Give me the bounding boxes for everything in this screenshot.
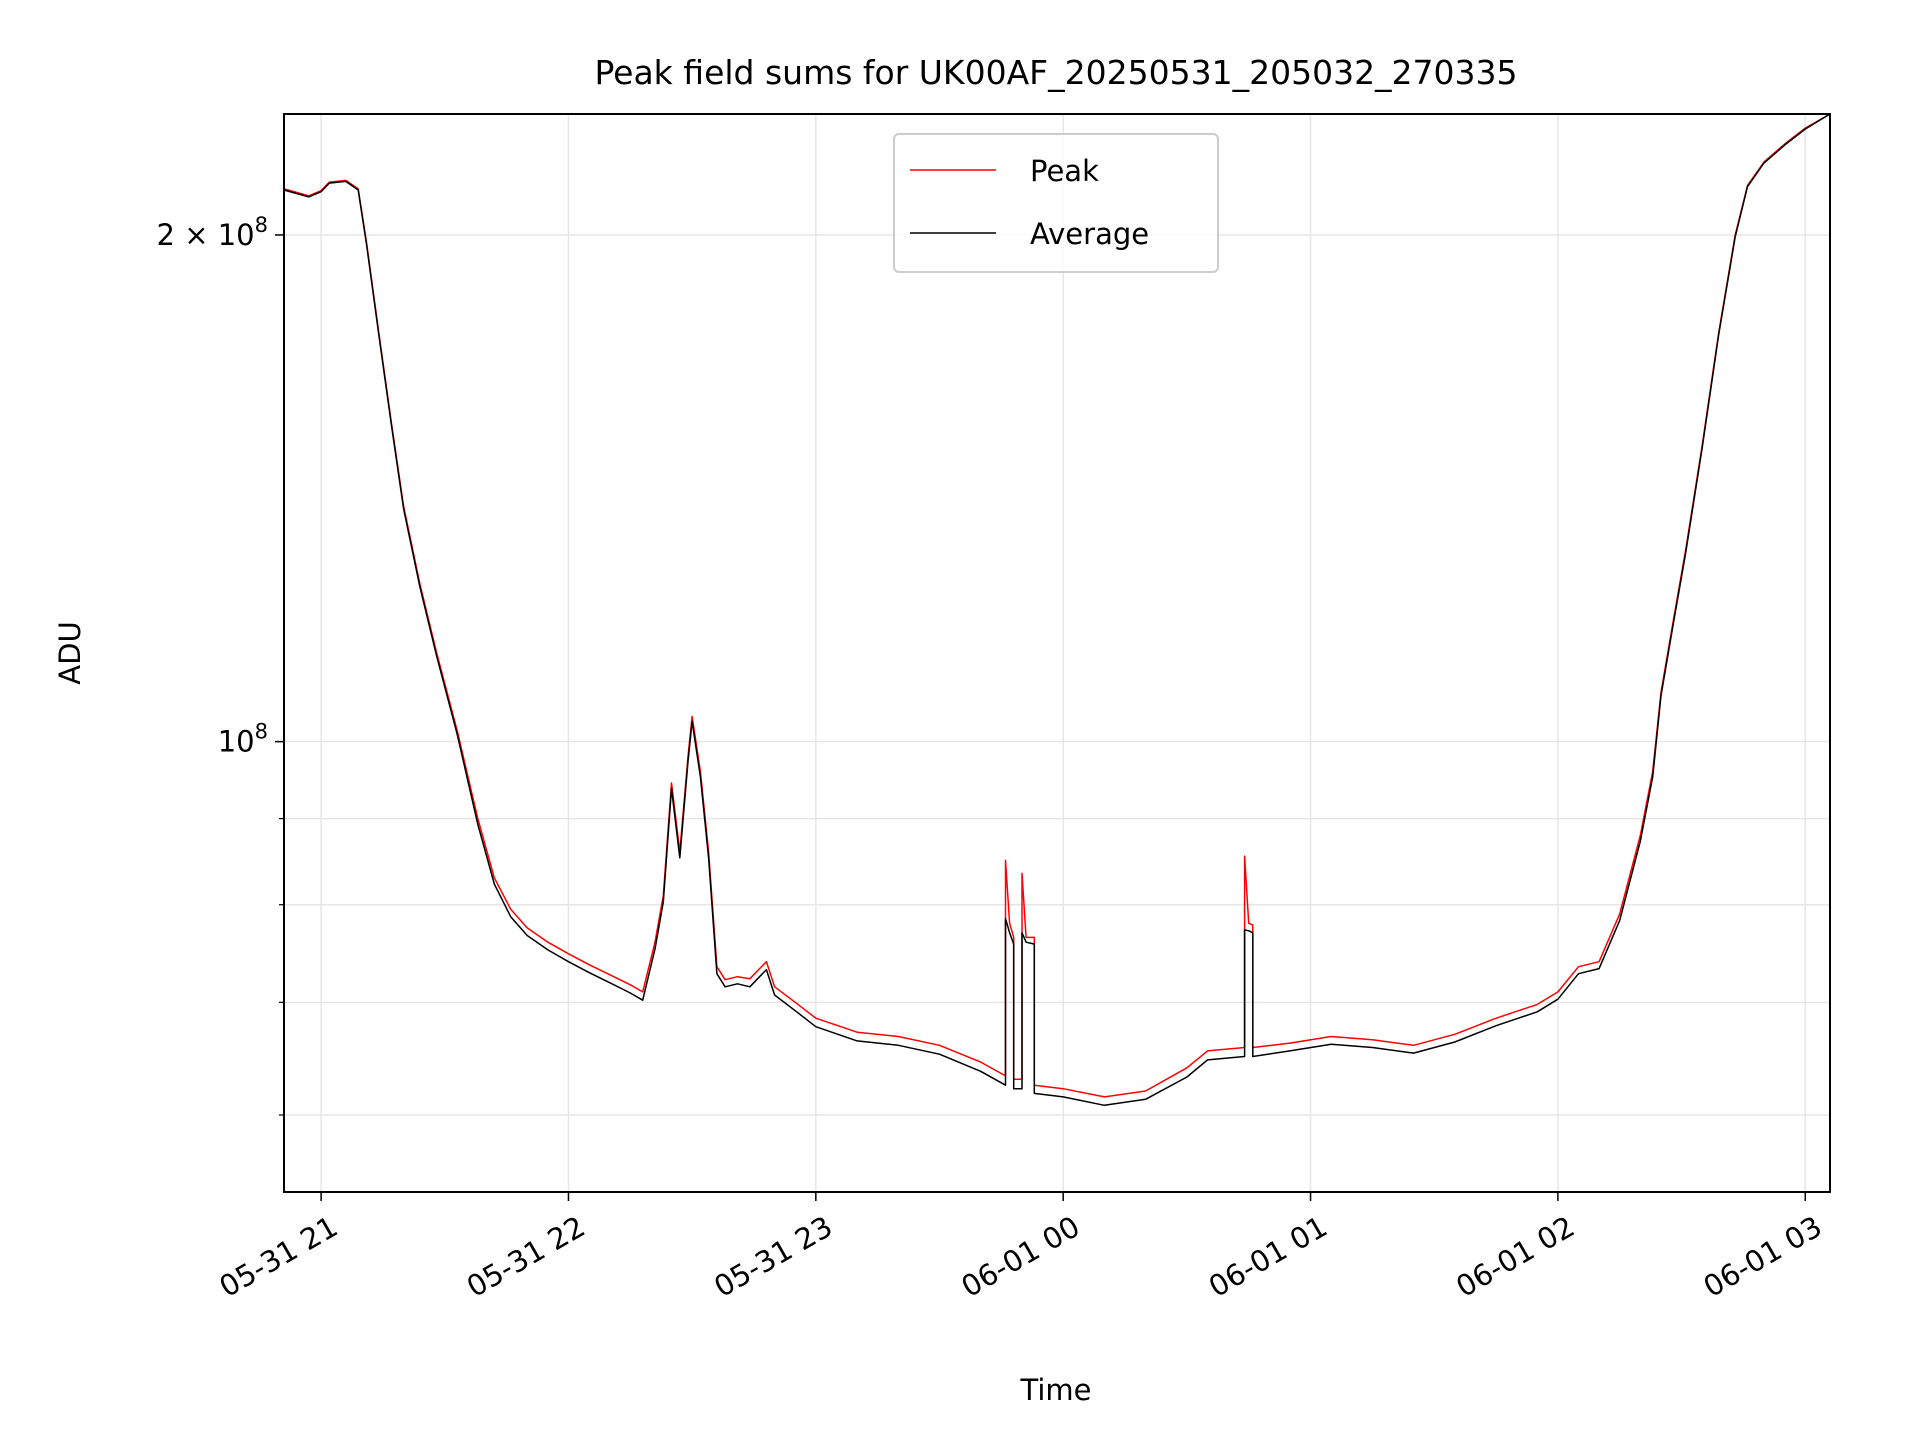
- y-axis-label: ADU: [53, 621, 87, 684]
- legend-label-average: Average: [1030, 217, 1149, 251]
- series-line-average: [283, 113, 1831, 1107]
- series-lines: [283, 113, 1831, 1107]
- legend-box: [893, 133, 1219, 273]
- legend: Peak Average: [893, 133, 1219, 273]
- grid: [284, 114, 1830, 1192]
- y-tick-label: 2 × 108: [157, 213, 268, 252]
- y-tick-label: 108: [218, 720, 268, 759]
- legend-label-peak: Peak: [1030, 154, 1099, 188]
- y-axis-ticks: 108 2 × 108: [157, 213, 284, 1116]
- series-line-peak: [283, 113, 1831, 1098]
- chart-title: Peak field sums for UK00AF_20250531_2050…: [594, 53, 1517, 92]
- x-axis-label: Time: [1020, 1373, 1092, 1407]
- plot-area-frame: [283, 113, 1831, 1193]
